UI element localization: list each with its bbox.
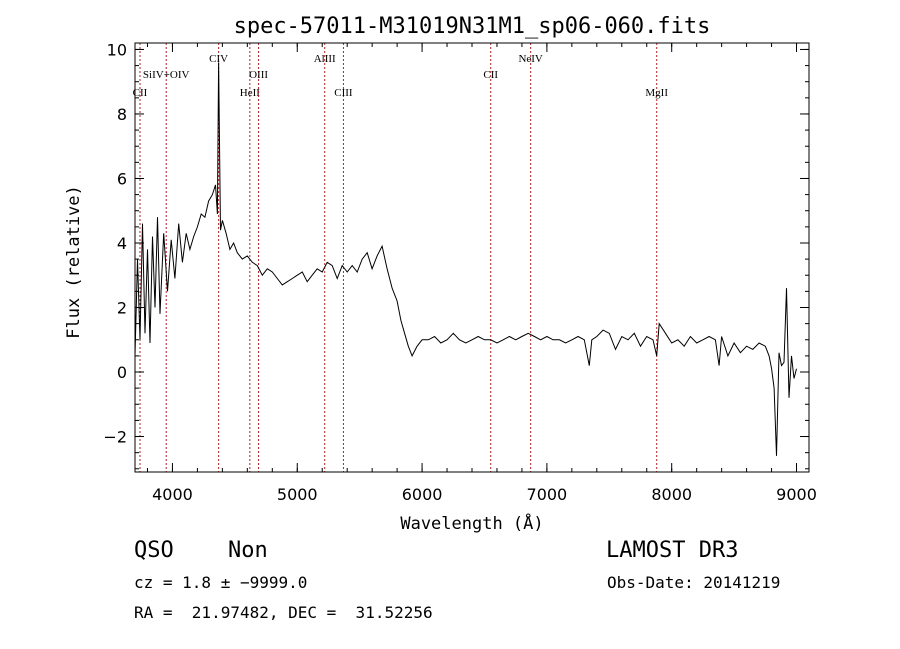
x-tick-label: 8000 [651,485,692,504]
y-tick-label: 2 [117,298,127,317]
y-tick-label: 10 [107,40,127,59]
axis-ticks: 4000 5000 6000 7000 8000 9000 −2 0 2 4 6 8 10 [103,40,816,504]
y-tick-label: 4 [117,234,127,253]
plot-frame [134,42,810,473]
emission-line-label: SiIV+OIV [143,69,190,81]
y-tick-label: 6 [117,169,127,188]
emission-line-label: OIII [249,69,268,81]
y-axis-label: Flux (relative) [64,185,84,339]
emission-line-label: CII [483,69,498,81]
x-tick-label: 5000 [277,485,318,504]
spectrum-series-line [134,62,797,456]
y-tick-label: 0 [117,363,127,382]
emission-line-label: CIII [334,87,353,99]
emission-line-label: NeIV [518,53,542,65]
x-tick-label: 4000 [152,485,193,504]
observation-date: Obs-Date: 20141219 [607,573,781,592]
chart-title: spec-57011-M31019N31M1_sp06-060.fits [234,14,711,39]
emission-line-markers: CII SiIV+OIV CIV HeII OIII AlIII CIII CII NeIV Mg… [133,43,668,472]
emission-line-label: CII [133,87,148,99]
x-tick-label: 7000 [527,485,568,504]
object-class: QSO [134,538,174,563]
y-tick-label: −2 [103,428,127,447]
x-tick-label: 9000 [776,485,817,504]
survey-name: LAMOST DR3 [606,538,739,563]
emission-line-label: MgII [645,87,668,99]
emission-line-label: HeII [240,87,260,99]
x-tick-label: 6000 [402,485,443,504]
coordinates-info: RA = 21.97482, DEC = 31.52256 [134,603,433,622]
emission-line-label: AlIII [314,53,336,65]
object-subclass: Non [228,538,268,563]
emission-line-label: CIV [209,53,228,65]
y-tick-label: 8 [117,105,127,124]
x-axis-label: Wavelength (Å) [400,512,543,534]
redshift-info: cz = 1.8 ± −9999.0 [134,573,308,592]
